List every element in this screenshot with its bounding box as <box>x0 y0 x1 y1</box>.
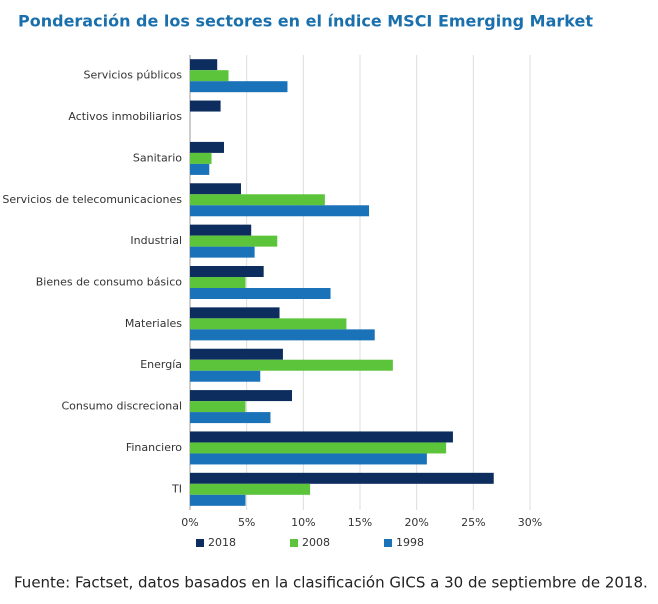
bar <box>190 81 288 93</box>
bar <box>190 163 210 175</box>
source-note: Fuente: Factset, datos basados en la cla… <box>14 574 648 592</box>
y-tick-label: Financiero <box>126 441 182 454</box>
y-tick-label: Servicios de telecomunicaciones <box>2 193 182 206</box>
bar <box>190 59 218 71</box>
x-tick-label: 10% <box>291 516 315 529</box>
y-tick-label: Industrial <box>130 234 182 247</box>
x-tick-label: 15% <box>348 516 372 529</box>
bar <box>190 442 447 454</box>
bar <box>190 329 375 341</box>
bar <box>190 224 252 236</box>
x-tick-label: 5% <box>238 516 255 529</box>
legend-swatch <box>384 539 392 547</box>
y-tick-label: Consumo discrecional <box>62 400 183 413</box>
bar <box>190 235 278 247</box>
x-tick-label: 30% <box>518 516 542 529</box>
bar <box>190 318 347 330</box>
bar <box>190 370 261 382</box>
legend-label: 1998 <box>396 536 424 549</box>
bar <box>190 401 246 413</box>
legend-label: 2018 <box>208 536 236 549</box>
y-tick-label: Bienes de consumo básico <box>36 276 183 289</box>
bar <box>190 277 246 288</box>
bar <box>190 246 255 258</box>
bar <box>190 390 292 402</box>
bar <box>190 205 370 217</box>
x-tick-label: 20% <box>404 516 428 529</box>
y-tick-label: TI <box>171 482 182 495</box>
y-tick-label: Activos inmobiliarios <box>68 110 182 123</box>
bar <box>190 348 283 360</box>
bar <box>190 483 311 495</box>
bar <box>190 412 271 424</box>
y-tick-label: Materiales <box>125 317 182 330</box>
bar <box>190 494 246 506</box>
legend-swatch <box>290 539 298 547</box>
y-tick-label: Energía <box>140 358 182 371</box>
y-tick-label: Sanitario <box>133 151 182 164</box>
x-tick-label: 25% <box>461 516 485 529</box>
bar <box>190 472 494 484</box>
legend-label: 2008 <box>302 536 330 549</box>
legend-swatch <box>196 539 204 547</box>
bar <box>190 431 453 443</box>
bar <box>190 70 229 82</box>
bar <box>190 359 393 371</box>
y-tick-label: Servicios públicos <box>84 69 183 82</box>
bar <box>190 453 427 465</box>
chart-title: Ponderación de los sectores en el índice… <box>18 12 593 31</box>
bar <box>190 100 221 112</box>
bar <box>190 307 280 319</box>
bar <box>190 288 331 299</box>
bar <box>190 266 264 277</box>
bar <box>190 194 325 206</box>
bar <box>190 183 241 195</box>
bar <box>190 141 224 153</box>
x-tick-label: 0% <box>181 516 198 529</box>
bar <box>190 152 212 164</box>
